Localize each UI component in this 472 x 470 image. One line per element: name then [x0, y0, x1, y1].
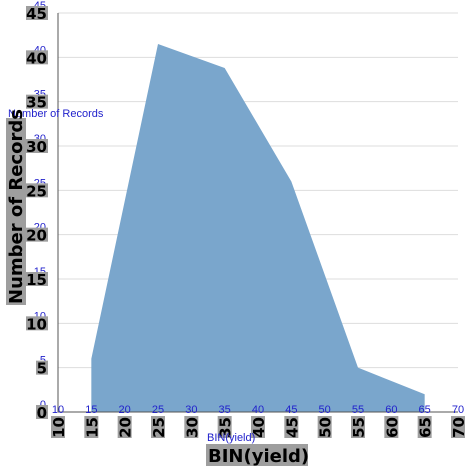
x-tick-label: 55	[350, 417, 368, 438]
x-tick-bg	[151, 416, 165, 438]
x-tick-label-small: 15	[85, 404, 97, 416]
area-series	[91, 44, 425, 413]
x-tick-bg	[284, 416, 299, 438]
y-tick-bg	[26, 139, 48, 153]
x-tick-label-small: 30	[185, 404, 197, 416]
x-tick-label-small: 65	[419, 404, 431, 416]
x-axis-title: BIN(yield)	[208, 446, 309, 467]
x-tick-label-small: 25	[152, 404, 164, 416]
x-tick-label: 35	[217, 417, 235, 438]
x-tick-bg	[117, 416, 132, 438]
x-tick-label-small: 60	[385, 404, 397, 416]
x-tick-label: 65	[417, 417, 435, 438]
x-tick-label: 60	[383, 417, 401, 438]
x-tick-label-small: 50	[319, 404, 331, 416]
x-tick-bg	[451, 416, 465, 438]
y-tick-label: 20	[26, 227, 47, 245]
y-tick-bg	[26, 50, 48, 65]
y-tick-bg	[26, 183, 48, 198]
x-tick-label-small: 10	[52, 404, 64, 416]
x-tick-label: 20	[117, 417, 135, 438]
x-tick-label-small: 20	[119, 404, 131, 416]
y-tick-label: 25	[26, 182, 47, 200]
y-axis-title: Number of Records	[6, 109, 27, 304]
y-tick-bg	[26, 316, 48, 331]
x-tick-label-small: 55	[352, 404, 364, 416]
y-tick-label: 30	[26, 138, 47, 156]
x-tick-bg	[351, 416, 365, 438]
y-tick-label: 40	[26, 49, 47, 67]
x-tick-label-small: 35	[219, 404, 231, 416]
y-tick-bg	[36, 405, 48, 419]
y-tick-labels: 005510101515202025253030353540404545	[26, 0, 48, 422]
y-tick-bg	[26, 272, 48, 286]
x-tick-label: 25	[150, 417, 168, 438]
x-tick-bg	[51, 416, 65, 438]
y-tick-label: 15	[26, 271, 47, 289]
y-tick-bg	[26, 227, 48, 242]
x-axis-label-small: BIN(yield)	[207, 432, 255, 444]
y-tick-label: 45	[26, 5, 47, 23]
x-tick-label-small: 70	[452, 404, 464, 416]
x-tick-bg	[184, 416, 199, 438]
x-tick-label: 10	[50, 417, 68, 438]
x-tick-label: 30	[183, 417, 201, 438]
x-tick-label: 40	[250, 417, 268, 438]
x-tick-bg	[417, 416, 432, 438]
x-tick-bg	[217, 416, 232, 438]
x-tick-bg	[84, 416, 99, 438]
y-tick-label: 35	[26, 94, 47, 112]
y-tick-label: 5	[37, 360, 47, 378]
x-tick-label: 15	[83, 417, 101, 438]
x-tick-label-small: 40	[252, 404, 264, 416]
y-tick-label: 10	[26, 315, 47, 333]
y-tick-bg	[26, 94, 48, 109]
x-tick-label: 50	[317, 417, 335, 438]
x-tick-label: 45	[283, 417, 301, 438]
x-tick-label-small: 45	[285, 404, 297, 416]
y-axis-title-bg	[6, 118, 26, 305]
y-axis-label-small: Number of Records	[8, 108, 104, 120]
x-axis-title-bg	[206, 444, 308, 466]
y-tick-label: 0	[37, 404, 47, 422]
y-tick-bg	[36, 360, 48, 375]
x-tick-bg	[251, 416, 265, 438]
x-tick-label: 70	[450, 417, 468, 438]
x-tick-bg	[384, 416, 399, 438]
y-tick-bg	[26, 6, 48, 20]
x-tick-bg	[317, 416, 332, 438]
